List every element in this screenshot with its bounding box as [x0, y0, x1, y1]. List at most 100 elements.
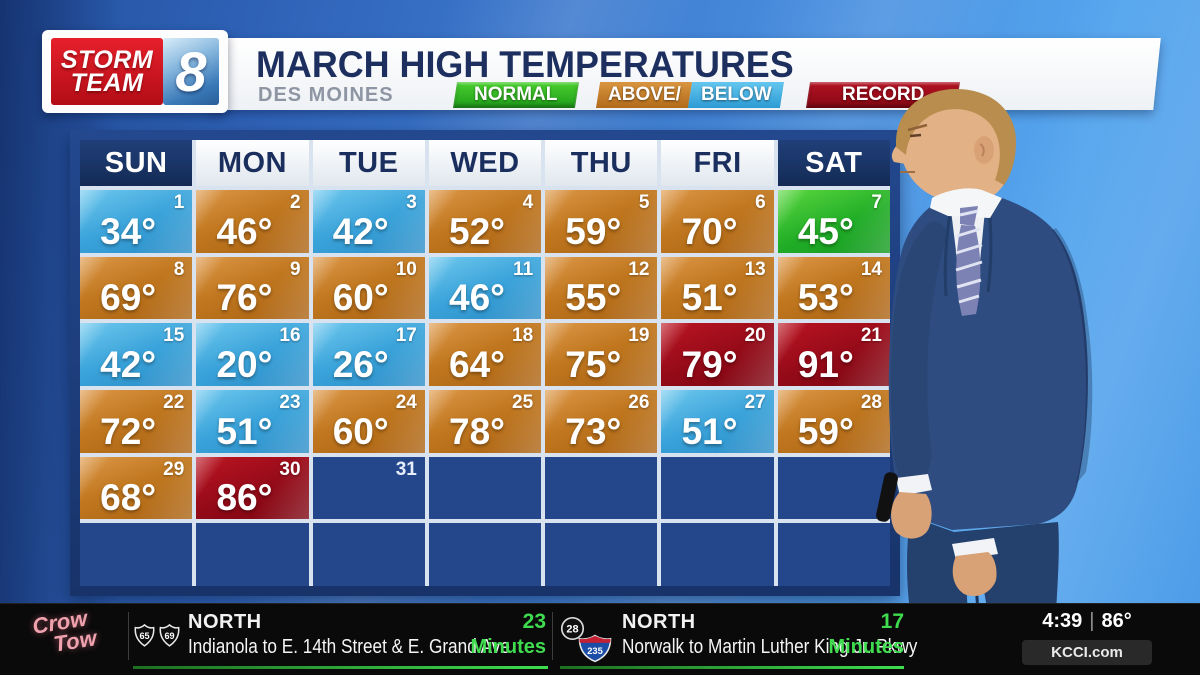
ticker-divider: [128, 612, 129, 660]
route-number: 69: [164, 631, 174, 641]
day-number: 15: [163, 325, 185, 347]
day-number: 7: [871, 192, 882, 213]
day-header-mon: MON: [196, 140, 309, 186]
day-header-sat: SAT: [777, 140, 890, 186]
logo-line1: STORM: [60, 45, 154, 74]
day-number: 19: [628, 325, 650, 347]
day-number: 10: [395, 258, 417, 280]
day-cell-19: 19 75°: [545, 323, 658, 386]
legend-above-label: ABOVE/: [607, 84, 681, 105]
temperature-value: 64°: [449, 344, 505, 385]
day-number: 4: [522, 192, 534, 213]
logo-line2: TEAM: [70, 68, 144, 97]
day-cell-14: 14 53°: [777, 256, 890, 320]
day-number: 29: [163, 458, 185, 480]
temperature-value: 91°: [797, 344, 854, 385]
day-number: 22: [163, 392, 185, 413]
day-cell-empty: [545, 456, 658, 520]
day-cell-11: 11 46°: [428, 256, 542, 320]
ticker-divider: [552, 612, 553, 660]
day-cell-empty: [196, 523, 309, 586]
calendar-panel: SUN MON TUE WED THU FRI SAT 1 34° 2 46° 3 42° 4 52° 5 59…: [70, 130, 900, 596]
temperature-value: 86°: [216, 477, 273, 519]
day-cell-28: 28 59°: [777, 390, 890, 453]
day-number: 5: [638, 192, 650, 213]
day-number: 13: [744, 258, 766, 280]
station-website: KCCI.com: [1022, 640, 1152, 665]
day-header-tue: TUE: [312, 140, 425, 186]
day-cell-10: 10 60°: [312, 256, 425, 320]
page-title: MARCH HIGH TEMPERATURES: [256, 44, 794, 85]
day-number: 9: [289, 258, 301, 280]
day-cell-6: 6 70°: [661, 190, 774, 253]
temperature-value: 51°: [681, 410, 738, 452]
segment1-underline: [133, 666, 548, 669]
segment2-minutes-value: 17: [880, 610, 904, 633]
temperature-value: 51°: [216, 410, 273, 452]
segment1-route: Indianola to E. 14th Street & E. Grand A…: [188, 636, 510, 658]
time-temp-readout: 4:39 | 86°: [1012, 610, 1162, 633]
route-28-circle-shield-icon: 28: [560, 616, 585, 641]
us-route-69-shield-icon: 69: [159, 624, 180, 647]
temperature-value: 46°: [449, 277, 505, 319]
day-number: 3: [406, 192, 417, 213]
pipe-divider: |: [1089, 610, 1095, 632]
day-number: 26: [628, 392, 650, 413]
day-cell-empty: [777, 523, 890, 586]
temperature-value: 68°: [100, 477, 157, 519]
temperature-value: 72°: [100, 410, 157, 452]
route-number: 28: [566, 623, 578, 635]
day-cell-23: 23 51°: [196, 390, 309, 453]
day-cell-13: 13 51°: [661, 256, 774, 320]
day-cell-empty: [312, 523, 425, 586]
day-number: 23: [279, 392, 301, 413]
day-cell-16: 16 20°: [196, 323, 309, 386]
temperature-value: 51°: [681, 277, 738, 319]
location-label: DES MOINES: [258, 84, 394, 106]
temperature-value: 73°: [565, 410, 622, 452]
segment1-direction: NORTH: [188, 611, 262, 633]
day-number: 25: [512, 392, 534, 413]
day-number: 6: [755, 192, 766, 213]
clock-time: 4:39: [1042, 610, 1083, 632]
day-cell-7: 7 45°: [777, 190, 890, 253]
storm-team-8-logo: STORM TEAM 8: [42, 30, 228, 113]
traffic-ticker: Crow Tow 65 69 NORTH Indianola to E. 14t…: [0, 603, 1200, 675]
day-header-thu: THU: [545, 140, 658, 186]
segment1-minutes-label: Minutes: [470, 636, 546, 658]
day-cell-22: 22 72°: [80, 390, 193, 453]
interstate-235-shield-icon: 235: [578, 634, 612, 663]
day-cell-2: 2 46°: [196, 190, 309, 253]
day-cell-empty: [661, 523, 774, 586]
legend-below-half: BELOW: [687, 82, 785, 108]
day-cell-21: 21 91°: [777, 323, 890, 386]
route-number: 235: [587, 646, 603, 656]
segment2-underline: [560, 666, 904, 669]
route-number: 65: [139, 631, 149, 641]
channel-8-mark: 8: [163, 38, 219, 105]
day-cell-1: 1 34°: [80, 190, 193, 253]
temperature-value: 78°: [449, 410, 505, 452]
day-number: 8: [173, 258, 185, 280]
temperature-value: 52°: [449, 210, 505, 252]
day-cell-29: 29 68°: [80, 456, 193, 520]
legend-above-half: ABOVE/: [595, 82, 693, 108]
day-number: 21: [860, 325, 882, 347]
legend-normal-label: NORMAL: [474, 84, 558, 105]
temperature-value: 55°: [565, 277, 622, 319]
day-number: 12: [628, 258, 650, 280]
day-number: 1: [173, 192, 185, 213]
day-cell-15: 15 42°: [80, 323, 193, 386]
tow-logo-line2: Tow: [51, 625, 99, 657]
day-cell-9: 9 76°: [196, 256, 309, 320]
temperature-value: 69°: [100, 277, 157, 319]
day-number: 16: [279, 325, 301, 347]
weatherman-photo: [876, 89, 1093, 612]
day-cell-empty: [545, 523, 658, 586]
day-number: 24: [395, 392, 417, 413]
day-number: 14: [860, 258, 882, 280]
temperature-value: 42°: [332, 210, 389, 252]
day-number: 28: [860, 392, 882, 413]
day-cell-30: 30 86°: [196, 456, 309, 520]
